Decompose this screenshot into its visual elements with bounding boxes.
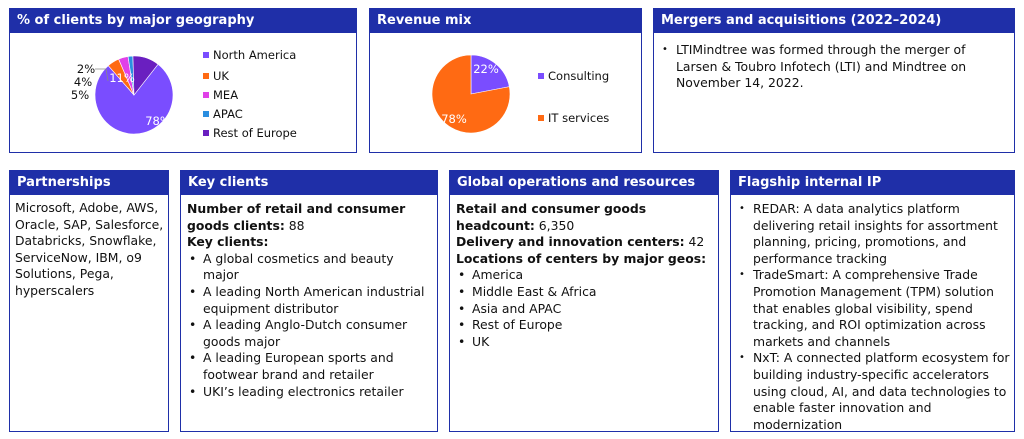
pie-label-apac: 2% xyxy=(77,62,95,76)
mergers-panel: Mergers and acquisitions (2022–2024) LTI… xyxy=(653,8,1015,153)
legend-swatch xyxy=(538,73,544,79)
client-count: Number of retail and consumer goods clie… xyxy=(187,201,431,234)
legend-item-apac: APAC xyxy=(203,108,243,121)
global-operations-panel: Global operations and resources Retail a… xyxy=(449,170,719,432)
legend-swatch xyxy=(538,115,544,121)
location-item: Rest of Europe xyxy=(456,317,712,334)
mergers-title: Mergers and acquisitions (2022–2024) xyxy=(654,9,1014,33)
legend-swatch xyxy=(203,111,209,117)
legend-swatch xyxy=(203,73,209,79)
pie-label-mea: 4% xyxy=(74,75,92,89)
partnerships-list: Microsoft, Adobe, AWS, Oracle, SAP, Sale… xyxy=(15,200,164,298)
pie-label-uk: 5% xyxy=(71,88,89,102)
key-clients-title: Key clients xyxy=(181,171,437,195)
headcount-value: 6,350 xyxy=(538,217,575,233)
legend-label: APAC xyxy=(213,107,243,121)
revenue-mix-pie-chart: 22% 78% xyxy=(431,54,511,134)
list-item: A leading Anglo-Dutch consumer goods maj… xyxy=(187,317,431,350)
ip-item-nxt: NxT: A connected platform ecosystem for … xyxy=(737,350,1010,433)
list-item: UKI’s leading electronics retailer xyxy=(187,384,431,401)
revenue-mix-panel: Revenue mix 22% 78% Consulting IT services xyxy=(369,8,642,153)
pie-slice-it-services xyxy=(431,54,511,134)
list-item: A global cosmetics and beauty major xyxy=(187,251,431,284)
ip-item-redar: REDAR: A data analytics platform deliver… xyxy=(737,201,1010,267)
client-count-label: Number of retail and consumer goods clie… xyxy=(187,201,406,233)
locations-label: Locations of centers by major geos: xyxy=(456,250,707,266)
legend-label: IT services xyxy=(548,111,610,125)
legend-item-consulting: Consulting xyxy=(538,70,609,83)
location-item: Middle East & Africa xyxy=(456,284,712,301)
key-clients-list-label: Key clients: xyxy=(187,234,269,250)
legend-label: North America xyxy=(213,48,297,62)
list-item: A leading North American industrial equi… xyxy=(187,284,431,317)
legend-swatch xyxy=(203,92,209,98)
list-item: A leading European sports and footwear b… xyxy=(187,350,431,383)
legend-swatch xyxy=(203,130,209,136)
centers: Delivery and innovation centers: 42 xyxy=(456,234,712,251)
merger-item: LTIMindtree was formed through the merge… xyxy=(660,42,984,92)
legend-item-rest-of-europe: Rest of Europe xyxy=(203,127,297,140)
centers-value: 42 xyxy=(688,234,705,250)
geography-title: % of clients by major geography xyxy=(10,9,356,33)
pie-label-north-america: 78% xyxy=(145,114,171,128)
legend-item-it-services: IT services xyxy=(538,112,609,125)
centers-label: Delivery and innovation centers: xyxy=(456,234,685,250)
legend-swatch xyxy=(203,52,209,58)
pie-slice-consulting xyxy=(470,54,510,95)
leader-line xyxy=(95,68,109,82)
pie-label-rest-of-europe: 11% xyxy=(109,71,135,85)
client-count-value: 88 xyxy=(288,217,305,233)
legend-label: MEA xyxy=(213,88,239,102)
pie-label-consulting: 22% xyxy=(473,62,499,76)
legend-label: Rest of Europe xyxy=(213,126,297,140)
revenue-mix-title: Revenue mix xyxy=(370,9,641,33)
legend-item-uk: UK xyxy=(203,70,229,83)
headcount-label: Retail and consumer goods headcount: xyxy=(456,201,647,233)
partnerships-panel: Partnerships Microsoft, Adobe, AWS, Orac… xyxy=(9,170,169,432)
partnerships-title: Partnerships xyxy=(10,171,168,195)
geography-pie-chart: 78% 5%4%2% 11% xyxy=(71,55,174,135)
ip-item-tradesmart: TradeSmart: A comprehensive Trade Promot… xyxy=(737,267,1010,350)
location-item: Asia and APAC xyxy=(456,301,712,318)
location-item: UK xyxy=(456,334,712,351)
flagship-ip-panel: Flagship internal IP REDAR: A data analy… xyxy=(730,170,1015,432)
legend-item-mea: MEA xyxy=(203,89,238,102)
location-item: America xyxy=(456,267,712,284)
pie-slice-rest-of-europe xyxy=(132,55,159,96)
key-clients-panel: Key clients Number of retail and consume… xyxy=(180,170,438,432)
pie-slice-north-america xyxy=(94,63,174,135)
legend-item-north-america: North America xyxy=(203,49,296,62)
headcount: Retail and consumer goods headcount: 6,3… xyxy=(456,201,712,234)
geography-panel: % of clients by major geography 78% 5% 4% 2… xyxy=(9,8,357,153)
legend-label: UK xyxy=(213,69,229,83)
pie-label-it-services: 78% xyxy=(441,112,467,126)
global-operations-title: Global operations and resources xyxy=(450,171,718,195)
legend-label: Consulting xyxy=(548,69,610,83)
flagship-ip-title: Flagship internal IP xyxy=(731,171,1014,195)
